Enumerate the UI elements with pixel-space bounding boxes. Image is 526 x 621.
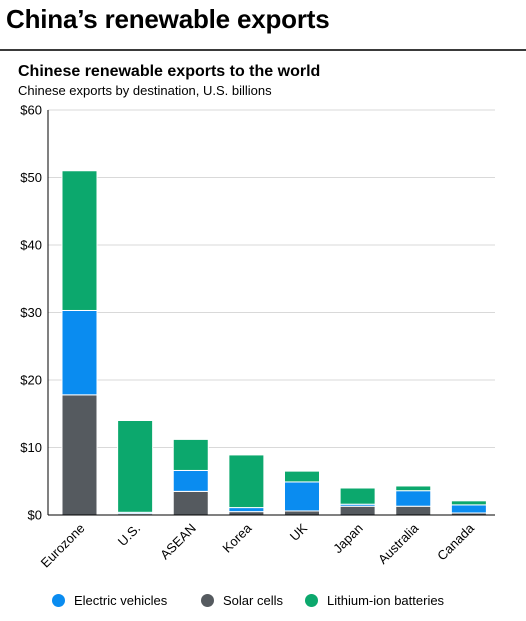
y-tick-label: $0	[28, 508, 42, 523]
x-tick-label: Korea	[219, 520, 255, 556]
y-tick-label: $50	[20, 170, 42, 185]
y-tick-label: $30	[20, 305, 42, 320]
y-tick-label: $40	[20, 238, 42, 253]
bar-segment-electric-vehicles	[395, 490, 432, 507]
bar-segment-solar-cells	[61, 394, 98, 516]
y-tick-label: $20	[20, 373, 42, 388]
page-title: China’s renewable exports	[6, 4, 330, 34]
bar-segment-solar-cells	[339, 505, 376, 516]
legend-swatch	[201, 594, 214, 607]
bar-segment-lithium-ion-batteries	[117, 420, 154, 513]
chart-subtitle: Chinese exports by destination, U.S. bil…	[18, 83, 272, 98]
chart-legend: Electric vehicles Solar cells Lithium-ion …	[0, 593, 526, 613]
bar-segment-lithium-ion-batteries	[172, 438, 209, 471]
x-tick-label: UK	[287, 520, 311, 544]
x-tick-label: Japan	[330, 521, 366, 557]
bar-segment-lithium-ion-batteries	[228, 454, 265, 509]
legend-swatch	[305, 594, 318, 607]
bar-chart: $0 $10 $20 $30 $40 $50 $60 Eurozone U.S. ASEAN Ko…	[20, 103, 495, 571]
bar-segment-electric-vehicles	[284, 481, 320, 512]
bar-segment-electric-vehicles	[450, 504, 487, 514]
legend-item: Electric vehicles	[52, 593, 167, 608]
x-axis-labels: Eurozone U.S. ASEAN Korea UK Japan Australia Ca…	[38, 520, 478, 571]
y-axis-labels: $0 $10 $20 $30 $40 $50 $60	[20, 103, 42, 523]
x-tick-label: ASEAN	[157, 521, 199, 563]
legend-label: Electric vehicles	[74, 593, 168, 608]
legend-item: Lithium-ion batteries	[305, 593, 444, 608]
bar-segment-solar-cells	[284, 510, 320, 516]
x-tick-label: Eurozone	[38, 521, 88, 571]
bar-segment-lithium-ion-batteries	[450, 500, 487, 506]
legend-swatch	[52, 594, 65, 607]
x-tick-label: U.S.	[115, 521, 143, 549]
bar-segment-lithium-ion-batteries	[339, 487, 376, 505]
legend-item: Solar cells	[201, 593, 283, 608]
y-tick-label: $10	[20, 440, 42, 455]
y-tick-label: $60	[20, 103, 42, 118]
bar-segment-electric-vehicles	[228, 507, 265, 513]
bar-segment-electric-vehicles	[61, 309, 98, 396]
bars	[61, 170, 487, 516]
bar-segment-solar-cells	[172, 490, 209, 516]
x-tick-label: Australia	[375, 520, 422, 567]
legend-label: Lithium-ion batteries	[327, 593, 445, 608]
gridlines	[48, 109, 495, 448]
bar-segment-lithium-ion-batteries	[284, 470, 320, 483]
legend-label: Solar cells	[223, 593, 283, 608]
bar-segment-lithium-ion-batteries	[395, 485, 432, 492]
bar-segment-solar-cells	[395, 505, 432, 516]
bar-segment-lithium-ion-batteries	[61, 170, 98, 311]
x-tick-label: Canada	[434, 520, 477, 563]
chart-title: Chinese renewable exports to the world	[18, 63, 321, 80]
bar-segment-solar-cells	[228, 511, 265, 516]
bar-segment-electric-vehicles	[172, 469, 209, 492]
title-divider	[0, 49, 526, 51]
